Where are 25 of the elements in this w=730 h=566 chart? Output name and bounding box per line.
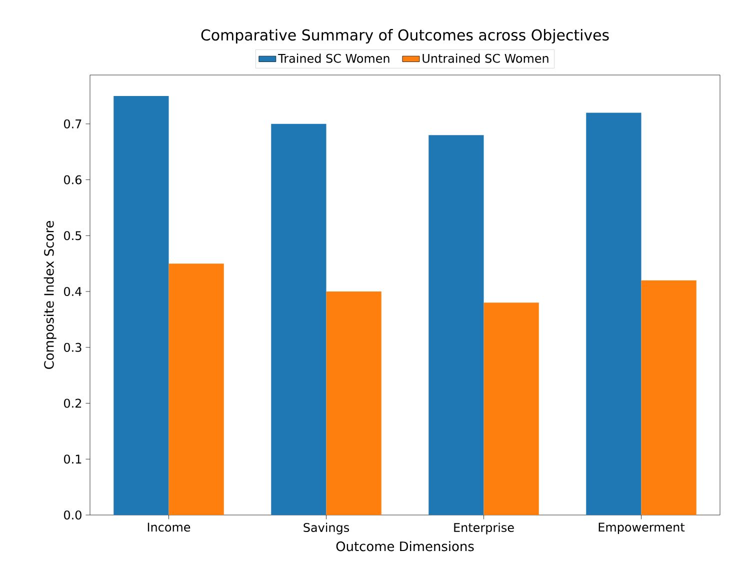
y-tick-label: 0.2 xyxy=(64,398,82,408)
bar xyxy=(168,264,224,515)
y-tick-label: 0.1 xyxy=(64,454,82,464)
chart-title: Comparative Summary of Outcomes across Objectives xyxy=(201,29,609,44)
bar xyxy=(484,302,539,515)
bar xyxy=(114,96,169,515)
y-tick-label: 0.5 xyxy=(64,231,82,240)
x-tick-label: Income xyxy=(148,522,190,532)
x-tick-label: Enterprise xyxy=(454,522,514,534)
bar xyxy=(271,124,326,515)
y-axis-title: Composite Index Score xyxy=(44,221,56,369)
bar xyxy=(586,112,642,515)
y-tick-label: 0.7 xyxy=(64,119,82,128)
x-tick-label: Savings xyxy=(304,522,350,534)
x-axis-title: Outcome Dimensions xyxy=(336,541,474,552)
y-tick-label: 0.6 xyxy=(64,175,82,184)
bar xyxy=(326,292,382,515)
legend-label: Trained SC Women xyxy=(278,54,390,63)
legend-label: Untrained SC Women xyxy=(422,54,548,63)
y-tick-label: 0.4 xyxy=(64,286,82,296)
bar xyxy=(641,280,696,515)
bar xyxy=(428,135,484,515)
y-tick-label: 0.3 xyxy=(64,342,82,352)
y-tick-label: 0.0 xyxy=(64,510,82,520)
x-tick-label: Empowerment xyxy=(598,522,685,534)
